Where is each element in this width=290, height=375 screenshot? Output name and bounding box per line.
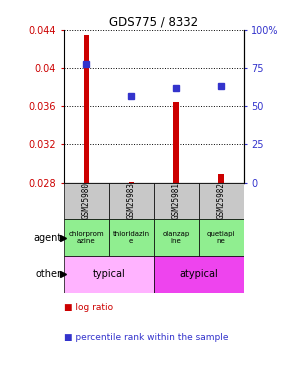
Text: ■ percentile rank within the sample: ■ percentile rank within the sample — [64, 333, 228, 342]
Text: thioridazin
e: thioridazin e — [113, 231, 150, 244]
Text: typical: typical — [93, 269, 125, 279]
Bar — [154, 183, 199, 219]
Bar — [154, 256, 244, 292]
Text: ■ log ratio: ■ log ratio — [64, 303, 113, 312]
Bar — [218, 174, 224, 183]
Text: GSM25981: GSM25981 — [172, 182, 181, 219]
Text: other: other — [36, 269, 61, 279]
Bar — [128, 182, 134, 183]
Bar — [64, 256, 154, 292]
Bar — [199, 219, 244, 256]
Text: agent: agent — [33, 232, 61, 243]
Bar — [199, 183, 244, 219]
Title: GDS775 / 8332: GDS775 / 8332 — [109, 16, 198, 29]
Text: atypical: atypical — [179, 269, 218, 279]
Bar — [64, 219, 109, 256]
Bar — [154, 219, 199, 256]
Bar — [109, 219, 154, 256]
Text: chlorprom
azine: chlorprom azine — [68, 231, 104, 244]
Text: GSM25982: GSM25982 — [217, 182, 226, 219]
Text: GSM25980: GSM25980 — [82, 182, 91, 219]
Bar — [64, 183, 109, 219]
Bar — [173, 102, 179, 183]
Text: GSM25983: GSM25983 — [127, 182, 136, 219]
Bar — [109, 183, 154, 219]
Text: quetiapi
ne: quetiapi ne — [207, 231, 235, 244]
Bar — [84, 35, 89, 183]
Text: olanzap
ine: olanzap ine — [163, 231, 190, 244]
